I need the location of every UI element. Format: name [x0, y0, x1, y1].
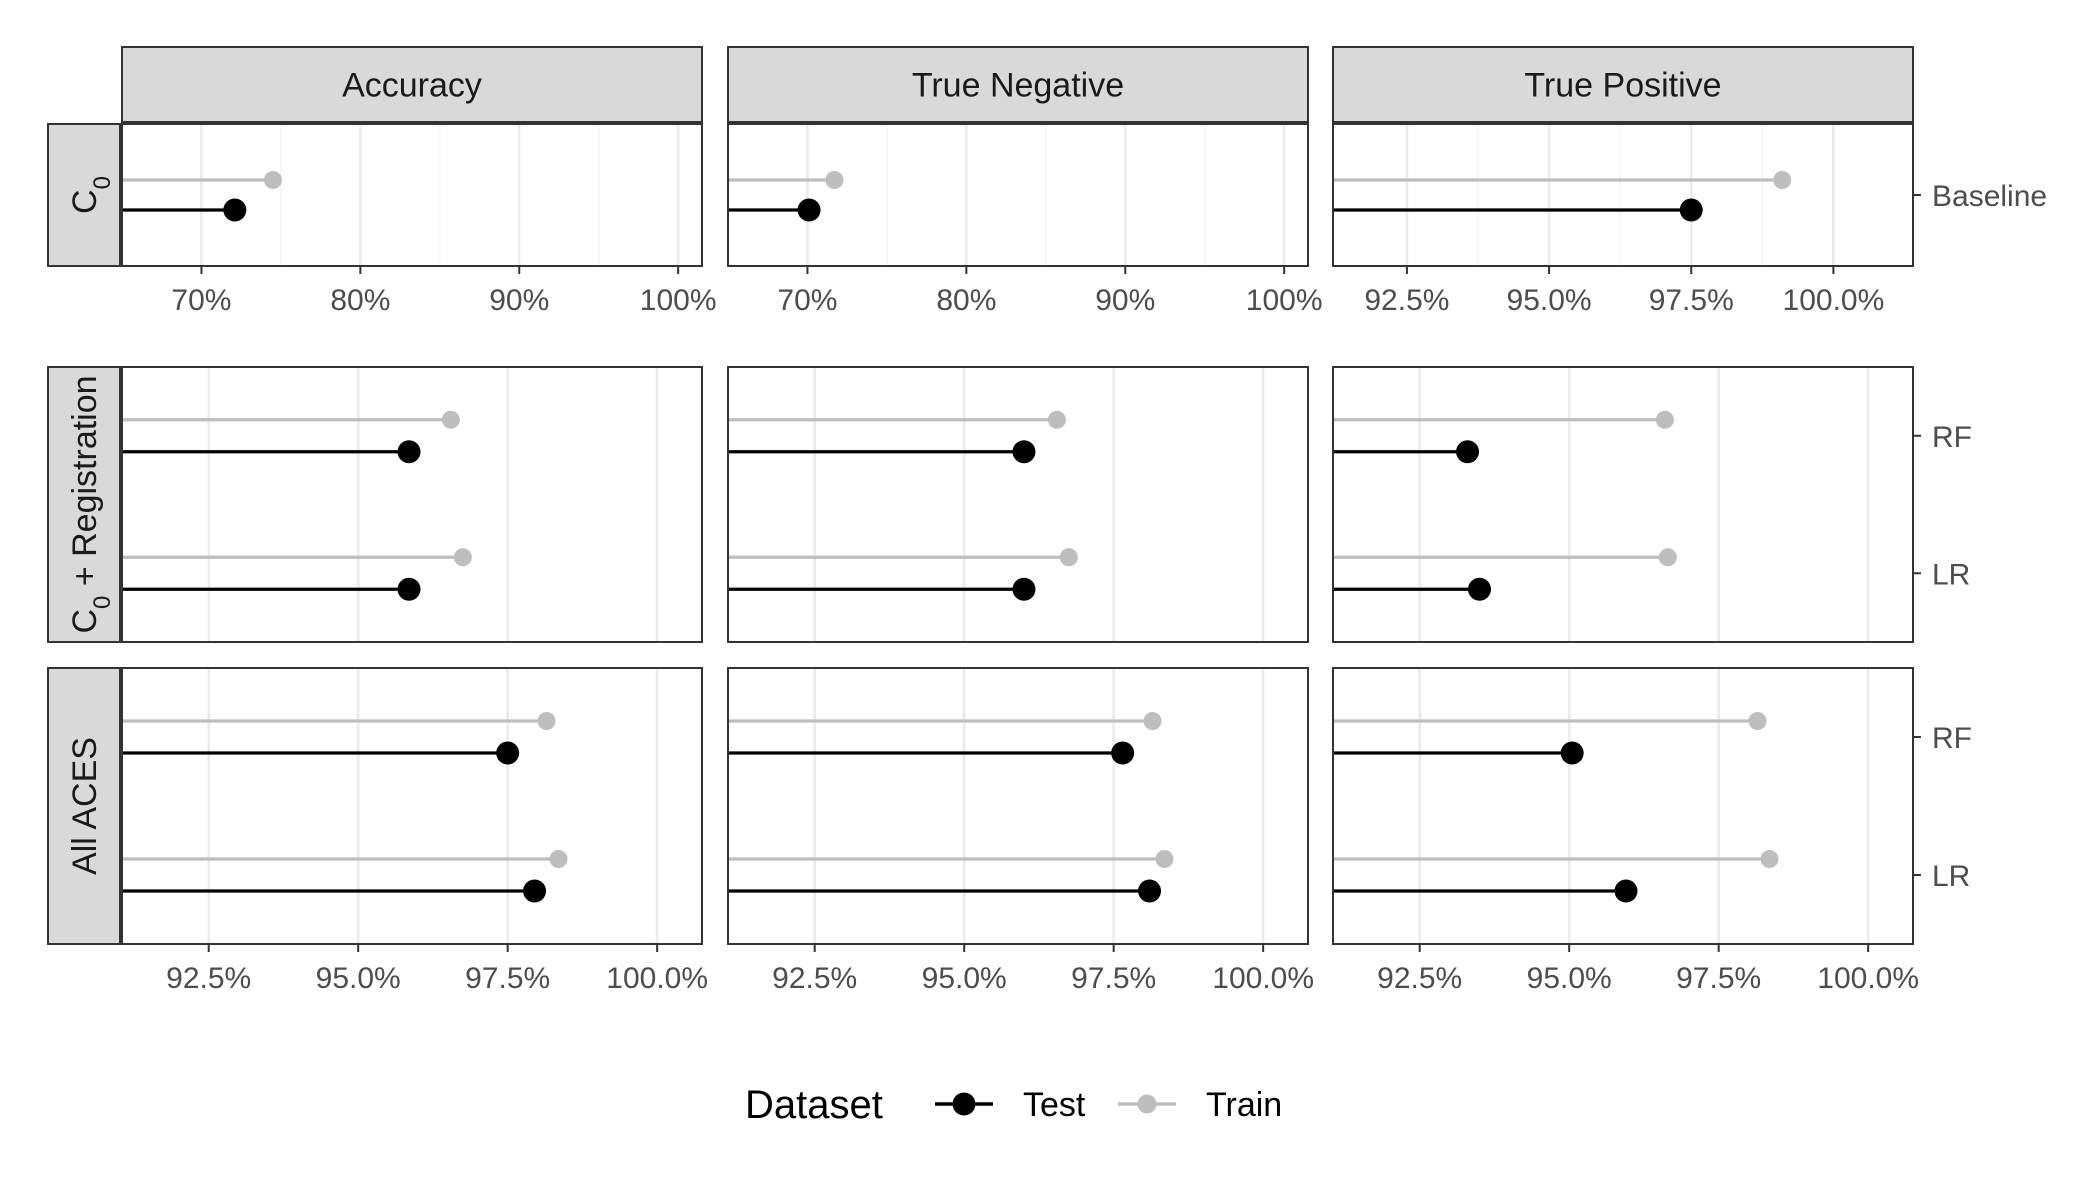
grid-layer — [200, 124, 1870, 944]
x-tick-label: 92.5% — [772, 962, 857, 995]
legend: Dataset Test Train — [745, 1083, 1282, 1127]
test-point — [1138, 879, 1162, 903]
x-tick-label: 100.0% — [1783, 284, 1885, 317]
panel-frame — [1332, 667, 1914, 945]
x-tick-label: 100.0% — [1817, 962, 1919, 995]
x-tick-label: 100.0% — [606, 962, 708, 995]
x-tick-label: 97.5% — [1071, 962, 1156, 995]
test-point — [1467, 577, 1491, 601]
column-strip-true-negative — [727, 46, 1309, 123]
x-tick-label: 95.0% — [1507, 284, 1592, 317]
panel-frame — [121, 366, 703, 643]
x-tick-label: 70% — [777, 284, 837, 317]
row-strip-label: C0 + Registration — [66, 375, 116, 633]
model-label-lr: LR — [1932, 860, 1970, 893]
x-tick-label: 70% — [171, 284, 231, 317]
test-point — [523, 879, 547, 903]
train-point — [537, 712, 556, 730]
x-tick-label: 97.5% — [1649, 284, 1734, 317]
x-tick-label: 90% — [1095, 284, 1155, 317]
legend-label-train: Train — [1206, 1086, 1282, 1124]
legend-key-point-train — [1137, 1094, 1157, 1114]
row-strip-0 — [47, 123, 121, 267]
x-tick-label: 100% — [1246, 284, 1323, 317]
panel-frame — [727, 667, 1309, 945]
train-point — [1655, 410, 1674, 429]
marks-layer — [122, 171, 1792, 903]
test-point — [797, 198, 821, 222]
model-label-lr: LR — [1932, 558, 1970, 591]
legend-key-point-test — [952, 1092, 976, 1116]
x-tick-label: 100.0% — [1212, 962, 1314, 995]
x-tick-label: 92.5% — [166, 962, 251, 995]
train-point — [1059, 548, 1078, 567]
panel-frame — [727, 123, 1309, 267]
x-tick-label: 95.0% — [922, 962, 1007, 995]
train-point — [453, 548, 472, 567]
train-point — [441, 410, 460, 429]
test-point — [223, 198, 247, 222]
x-tick-label: 95.0% — [316, 962, 401, 995]
column-strip-accuracy — [121, 46, 703, 123]
test-point — [397, 440, 421, 464]
column-strip-label: Accuracy — [342, 67, 482, 105]
train-point — [825, 171, 844, 189]
test-point — [496, 741, 520, 765]
row-strip-2 — [47, 667, 121, 945]
train-point — [1773, 171, 1792, 189]
x-tick-label: 97.5% — [465, 962, 550, 995]
panel-frame — [1332, 123, 1914, 267]
train-point — [263, 171, 282, 189]
test-point — [1679, 198, 1703, 222]
column-strip-true-positive — [1332, 46, 1914, 123]
x-tick-label: 90% — [489, 284, 549, 317]
x-tick-label: 92.5% — [1377, 962, 1462, 995]
model-label-baseline: Baseline — [1932, 180, 2047, 213]
x-tick-label: 80% — [936, 284, 996, 317]
strips-layer: Accuracy True Negative True Positive C0 C0 +… — [47, 46, 1914, 945]
x-tick-label: 80% — [330, 284, 390, 317]
frames-layer — [121, 123, 1914, 945]
train-point — [1143, 712, 1162, 730]
train-point — [549, 850, 568, 868]
x-tick-label: 95.0% — [1527, 962, 1612, 995]
legend-title: Dataset — [745, 1083, 883, 1127]
x-tick-label: 97.5% — [1676, 962, 1761, 995]
row-strip-label: All ACES — [66, 737, 104, 875]
column-strip-label: True Positive — [1524, 67, 1721, 105]
column-strip-label: True Negative — [912, 67, 1124, 105]
x-tick-label: 92.5% — [1364, 284, 1449, 317]
test-point — [1560, 741, 1584, 765]
test-point — [1456, 440, 1480, 464]
row-strip-label: C0 — [66, 176, 116, 214]
train-point — [1760, 850, 1779, 868]
train-point — [1047, 410, 1066, 429]
legend-label-test: Test — [1023, 1086, 1086, 1124]
model-label-rf: RF — [1932, 421, 1972, 454]
panel-frame — [121, 667, 703, 945]
test-point — [1614, 879, 1638, 903]
train-point — [1658, 548, 1677, 567]
panel-frame — [727, 366, 1309, 643]
panel-frame — [121, 123, 703, 267]
x-tick-label: 100% — [640, 284, 717, 317]
train-point — [1748, 712, 1767, 730]
test-point — [1012, 577, 1036, 601]
model-label-rf: RF — [1932, 722, 1972, 755]
train-point — [1155, 850, 1174, 868]
test-point — [1012, 440, 1036, 464]
axes-layer: Baseline 70% 80% 90% 100% 70% 80% 90% 100% 92.5% 9… — [166, 180, 2047, 995]
test-point — [397, 577, 421, 601]
test-point — [1111, 741, 1135, 765]
panel-frame — [1332, 366, 1914, 643]
row-strip-1 — [47, 366, 121, 643]
